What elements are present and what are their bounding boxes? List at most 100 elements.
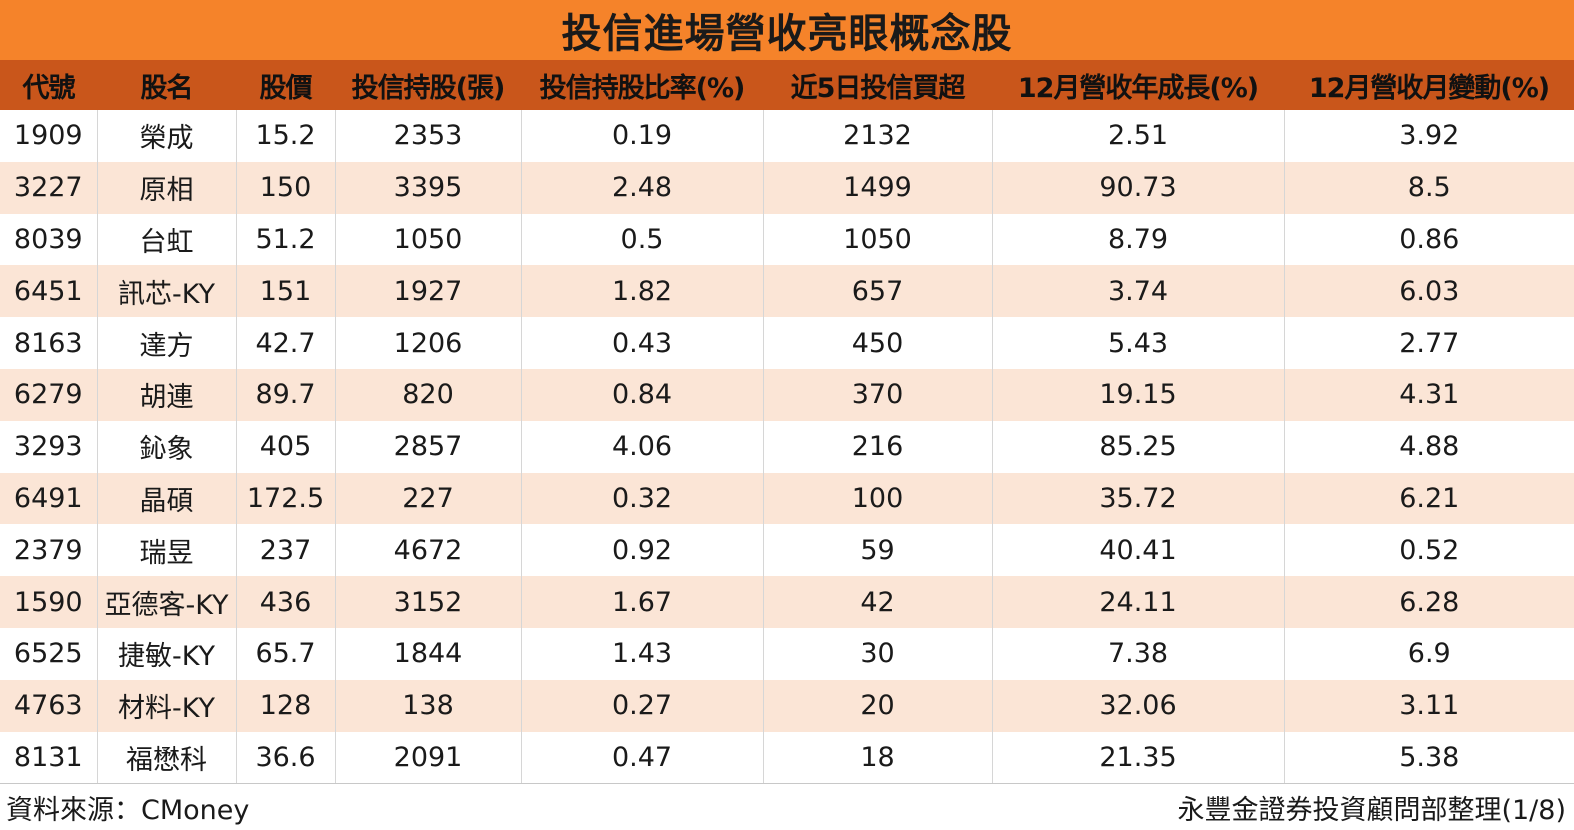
table-cell: 24.11 bbox=[992, 576, 1285, 628]
table-row: 1590 亞德客-KY 436 3152 1.67 42 24.11 6.28 bbox=[0, 576, 1574, 628]
table-cell: 4672 bbox=[335, 524, 522, 577]
table-cell: 8.5 bbox=[1284, 161, 1574, 214]
table-row: 6451 訊芯-KY 151 1927 1.82 657 3.74 6.03 bbox=[0, 265, 1574, 318]
table-cell: 21.35 bbox=[992, 731, 1285, 785]
column-header: 近5日投信買超 bbox=[763, 60, 992, 110]
table-cell: 100 bbox=[763, 472, 993, 525]
table-cell: 657 bbox=[763, 265, 993, 318]
table-cell: 4.31 bbox=[1284, 368, 1574, 421]
table-cell: 2091 bbox=[335, 731, 522, 785]
column-header: 投信持股(張) bbox=[335, 60, 521, 110]
column-header: 投信持股比率(%) bbox=[521, 60, 763, 110]
table-cell: 0.43 bbox=[521, 317, 764, 369]
table-cell: 450 bbox=[763, 317, 993, 369]
table-cell: 405 bbox=[236, 420, 336, 473]
table-cell: 原相 bbox=[97, 161, 237, 214]
table-cell: 3.92 bbox=[1284, 110, 1574, 162]
table-cell: 榮成 bbox=[97, 110, 237, 162]
table-cell: 2379 bbox=[0, 524, 98, 577]
table-cell: 42.7 bbox=[236, 317, 336, 369]
table-row: 6279 胡連 89.7 820 0.84 370 19.15 4.31 bbox=[0, 368, 1574, 421]
column-header: 股價 bbox=[236, 60, 335, 110]
table-row: 3293 鈊象 405 2857 4.06 216 85.25 4.88 bbox=[0, 420, 1574, 473]
stock-table: 代號 股名 股價 投信持股(張) 投信持股比率(%) 近5日投信買超 12月營收年成長(%)… bbox=[0, 60, 1574, 785]
table-cell: 42 bbox=[763, 576, 993, 628]
table-cell: 36.6 bbox=[236, 731, 336, 785]
table-cell: 6525 bbox=[0, 627, 98, 680]
table-cell: 4.88 bbox=[1284, 420, 1574, 473]
table-cell: 0.5 bbox=[521, 213, 764, 266]
table-cell: 0.32 bbox=[521, 472, 764, 525]
table-cell: 1927 bbox=[335, 265, 522, 318]
table-cell: 35.72 bbox=[992, 472, 1285, 525]
table-cell: 1.67 bbox=[521, 576, 764, 628]
table-cell: 1.82 bbox=[521, 265, 764, 318]
table-cell: 捷敏-KY bbox=[97, 627, 237, 680]
table-cell: 亞德客-KY bbox=[97, 576, 237, 628]
table-cell: 19.15 bbox=[992, 368, 1285, 421]
table-row: 8039 台虹 51.2 1050 0.5 1050 8.79 0.86 bbox=[0, 213, 1574, 266]
table-cell: 6.21 bbox=[1284, 472, 1574, 525]
table-cell: 0.47 bbox=[521, 731, 764, 785]
table-cell: 20 bbox=[763, 679, 993, 732]
table-cell: 台虹 bbox=[97, 213, 237, 266]
table-cell: 1.43 bbox=[521, 627, 764, 680]
table-cell: 福懋科 bbox=[97, 731, 237, 785]
table-cell: 820 bbox=[335, 368, 522, 421]
table-cell: 151 bbox=[236, 265, 336, 318]
table-cell: 370 bbox=[763, 368, 993, 421]
table-cell: 89.7 bbox=[236, 368, 336, 421]
table-cell: 2.48 bbox=[521, 161, 764, 214]
table-cell: 瑞昱 bbox=[97, 524, 237, 577]
table-cell: 1206 bbox=[335, 317, 522, 369]
column-header: 代號 bbox=[0, 60, 97, 110]
table-cell: 6.28 bbox=[1284, 576, 1574, 628]
table-cell: 237 bbox=[236, 524, 336, 577]
table-cell: 8.79 bbox=[992, 213, 1285, 266]
column-header: 12月營收年成長(%) bbox=[992, 60, 1284, 110]
table-cell: 2353 bbox=[335, 110, 522, 162]
table-cell: 3293 bbox=[0, 420, 98, 473]
table-cell: 5.43 bbox=[992, 317, 1285, 369]
table-cell: 138 bbox=[335, 679, 522, 732]
table-cell: 鈊象 bbox=[97, 420, 237, 473]
table-row: 1909 榮成 15.2 2353 0.19 2132 2.51 3.92 bbox=[0, 110, 1574, 162]
table-cell: 8131 bbox=[0, 731, 98, 785]
credit-note: 永豐金證券投資顧問部整理(1/8) bbox=[1177, 794, 1566, 826]
table-cell: 1050 bbox=[763, 213, 993, 266]
table-cell: 6491 bbox=[0, 472, 98, 525]
table-cell: 3395 bbox=[335, 161, 522, 214]
table-cell: 達方 bbox=[97, 317, 237, 369]
table-cell: 51.2 bbox=[236, 213, 336, 266]
table-cell: 7.38 bbox=[992, 627, 1285, 680]
table-row: 8131 福懋科 36.6 2091 0.47 18 21.35 5.38 bbox=[0, 731, 1574, 785]
table-cell: 150 bbox=[236, 161, 336, 214]
table-row: 8163 達方 42.7 1206 0.43 450 5.43 2.77 bbox=[0, 317, 1574, 369]
table-cell: 436 bbox=[236, 576, 336, 628]
table-cell: 0.19 bbox=[521, 110, 764, 162]
table-cell: 3152 bbox=[335, 576, 522, 628]
table-cell: 6.03 bbox=[1284, 265, 1574, 318]
table-cell: 訊芯-KY bbox=[97, 265, 237, 318]
table-cell: 2.77 bbox=[1284, 317, 1574, 369]
table-cell: 128 bbox=[236, 679, 336, 732]
table-cell: 15.2 bbox=[236, 110, 336, 162]
footer: 資料來源：CMoney 永豐金證券投資顧問部整理(1/8) bbox=[0, 784, 1574, 830]
table-cell: 65.7 bbox=[236, 627, 336, 680]
table-cell: 1499 bbox=[763, 161, 993, 214]
table-cell: 40.41 bbox=[992, 524, 1285, 577]
table-cell: 3.11 bbox=[1284, 679, 1574, 732]
table-cell: 5.38 bbox=[1284, 731, 1574, 785]
table-cell: 3.74 bbox=[992, 265, 1285, 318]
table-cell: 2.51 bbox=[992, 110, 1285, 162]
table-cell: 85.25 bbox=[992, 420, 1285, 473]
table-cell: 2132 bbox=[763, 110, 993, 162]
table-cell: 6279 bbox=[0, 368, 98, 421]
table-cell: 1590 bbox=[0, 576, 98, 628]
table-header: 代號 股名 股價 投信持股(張) 投信持股比率(%) 近5日投信買超 12月營收年成長(%)… bbox=[0, 60, 1574, 110]
title-bar: 投信進場營收亮眼概念股 bbox=[0, 0, 1574, 60]
table-cell: 材料-KY bbox=[97, 679, 237, 732]
table-cell: 0.92 bbox=[521, 524, 764, 577]
table-row: 4763 材料-KY 128 138 0.27 20 32.06 3.11 bbox=[0, 679, 1574, 732]
table-row: 6491 晶碩 172.5 227 0.32 100 35.72 6.21 bbox=[0, 472, 1574, 525]
